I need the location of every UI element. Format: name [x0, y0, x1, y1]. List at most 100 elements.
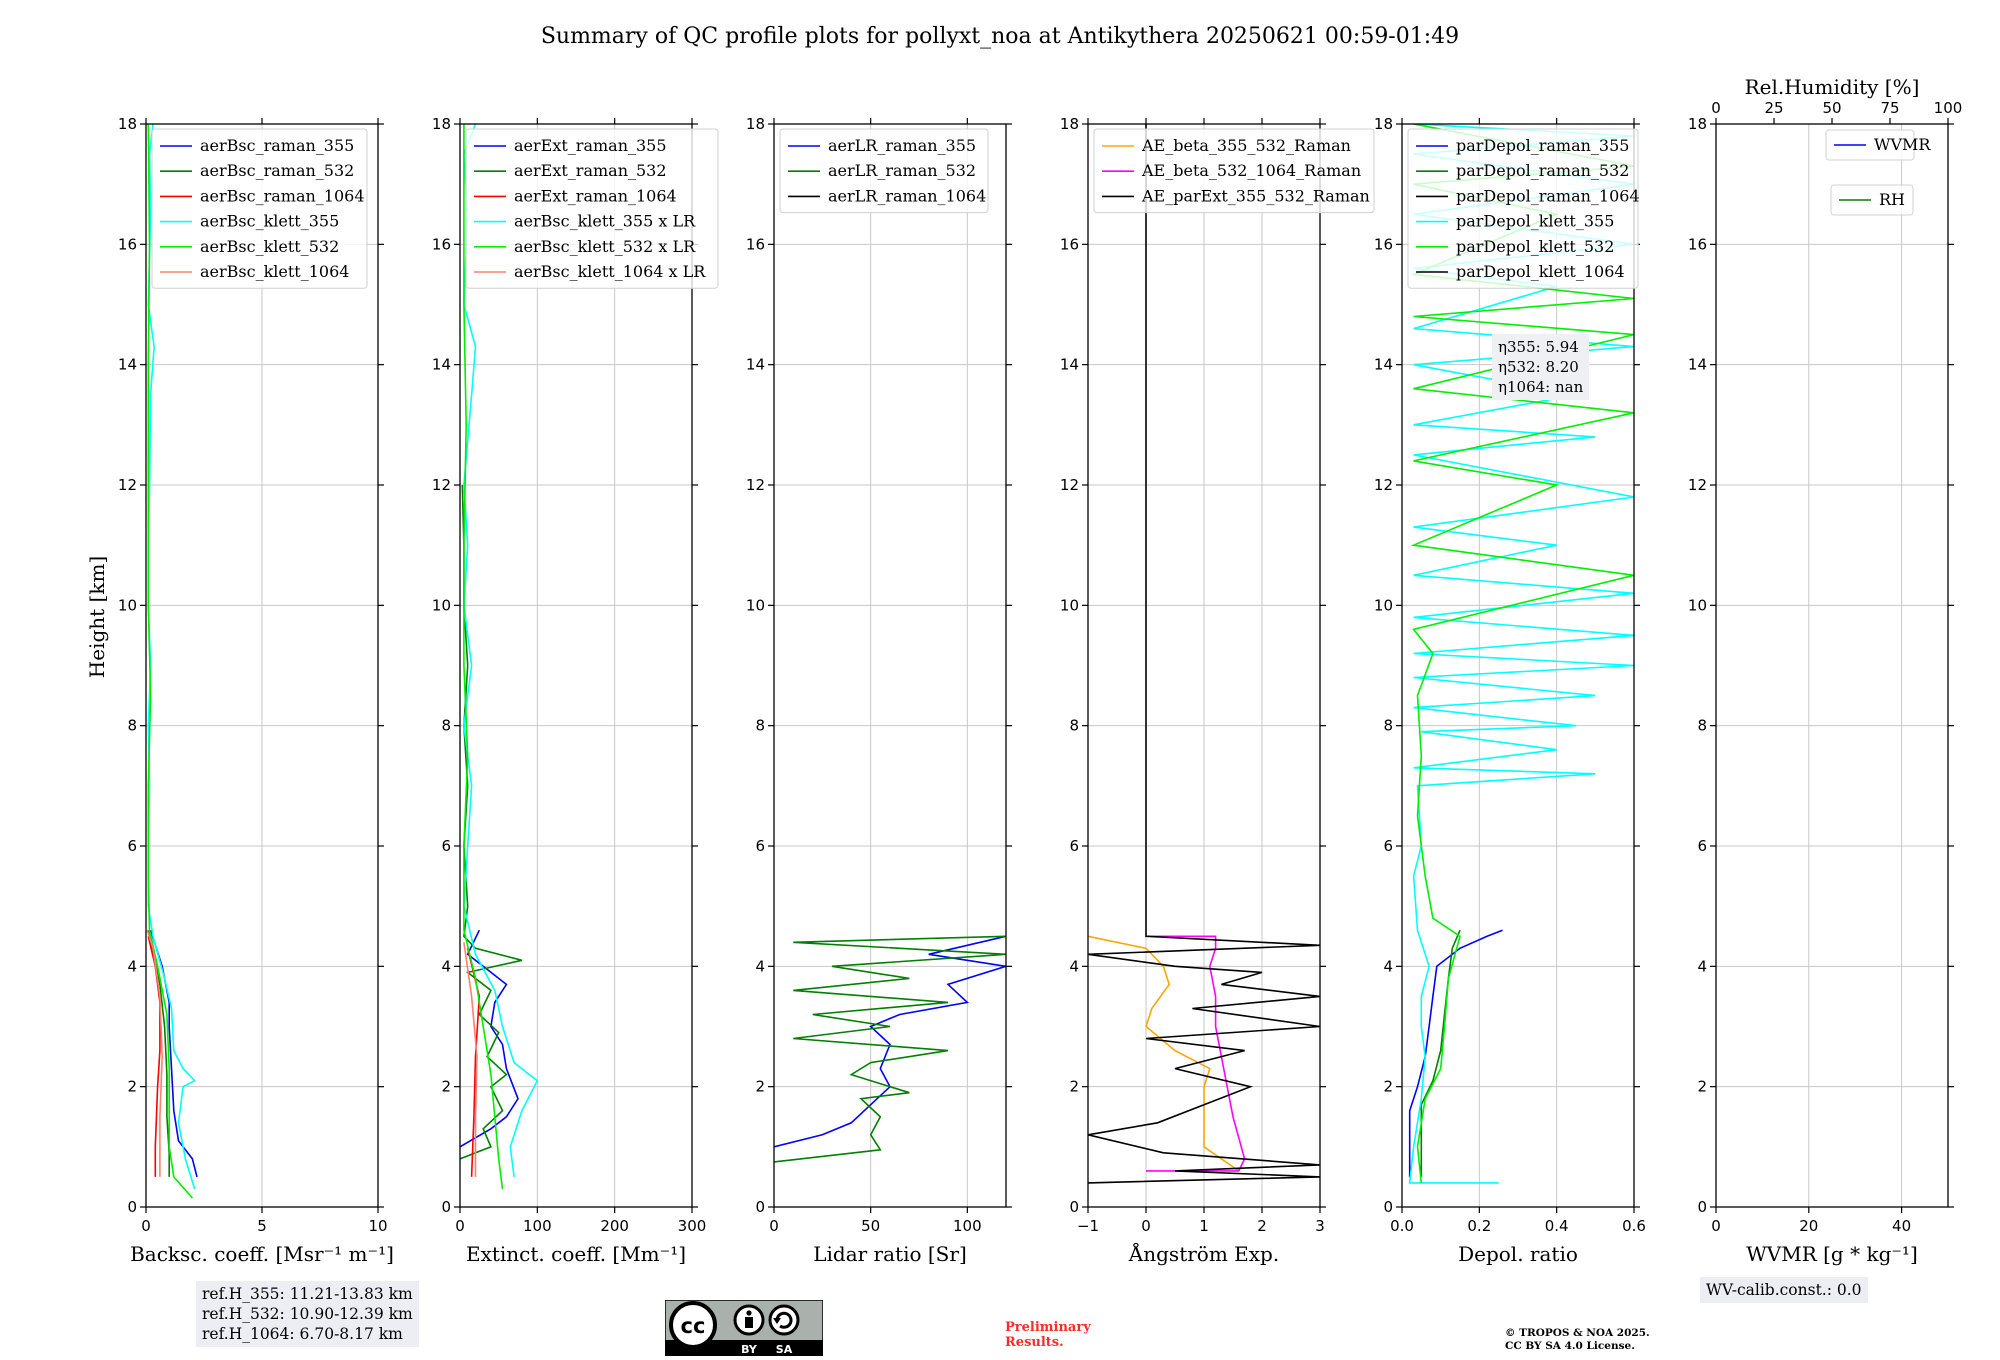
panel-5: 0 2 4 6 8 10 12 14 16 18 0.0 0.2 0.4 0.6 Depol. ratio p…: [1374, 115, 1646, 1266]
y-tick-label: 6: [441, 837, 451, 855]
panel-2: 0 2 4 6 8 10 12 14 16 18 0 100 200 300 Extinct. coeff.…: [432, 115, 719, 1266]
y-tick-label: 2: [127, 1078, 137, 1096]
y-tick-label: 0: [1383, 1198, 1393, 1216]
legend-frame: [1830, 184, 1914, 216]
x2-tick-label: 50: [1822, 99, 1841, 117]
y-tick-label: 6: [1383, 837, 1393, 855]
y-tick-label: 6: [1697, 837, 1707, 855]
y-tick-label: 14: [118, 356, 137, 374]
preliminary-results-note: Preliminary Results.: [1005, 1320, 1091, 1350]
legend-label: aerBsc_klett_355: [200, 212, 339, 231]
y-tick-label: 4: [1383, 957, 1393, 975]
series-line-parDepol_raman_355: [1408, 929, 1503, 1177]
x-tick-label: 5: [257, 1217, 267, 1235]
legend: AE_beta_355_532_Raman AE_beta_532_1064_Ra…: [1093, 128, 1375, 214]
series-line-aerBsc_klett_532: [147, 124, 194, 1199]
x-tick-label: 20: [1799, 1217, 1818, 1235]
x2-tick-label: 100: [1934, 99, 1963, 117]
series-line-aerBsc_klett_1064: [146, 929, 164, 1177]
x-tick-label: 0: [141, 1217, 151, 1235]
legend-label: parDepol_klett_532: [1456, 237, 1614, 256]
x-tick-label: 1: [1199, 1217, 1209, 1235]
series-line-AE_beta_532_1064_Raman: [1146, 935, 1246, 1172]
y-tick-label: 18: [746, 115, 765, 133]
y-tick-label: 16: [746, 235, 765, 253]
y-tick-label: 16: [118, 235, 137, 253]
x-tick-label: 40: [1892, 1217, 1911, 1235]
x-tick-label: 3: [1315, 1217, 1325, 1235]
legend-label: aerLR_raman_355: [828, 136, 976, 155]
y-tick-label: 18: [118, 115, 137, 133]
legend-label: aerBsc_klett_1064 x LR: [514, 262, 706, 281]
x-axis-label: Lidar ratio [Sr]: [813, 1242, 967, 1266]
y-tick-label: 18: [432, 115, 451, 133]
y-tick-label: 8: [441, 717, 451, 735]
y-tick-label: 10: [1060, 596, 1079, 614]
series-line-AE_beta_355_532_Raman: [1088, 935, 1240, 1172]
y-tick-label: 4: [755, 957, 765, 975]
y-tick-label: 14: [1060, 356, 1079, 374]
x-tick-label: 10: [368, 1217, 387, 1235]
eta-532: η532: 8.20: [1498, 358, 1579, 376]
y-tick-label: 10: [1374, 596, 1393, 614]
legend-frame: [779, 128, 989, 214]
legend-frame: [1825, 129, 1915, 161]
x-tick-label: −1: [1077, 1217, 1099, 1235]
preliminary-line-1: Preliminary: [1005, 1320, 1091, 1335]
cc-by-sa-license-logo: cc BY SA: [665, 1300, 823, 1356]
series-line-AE_parExt_355_532_Raman: [1088, 124, 1320, 1184]
legend-label: parDepol_klett_355: [1456, 212, 1614, 231]
legend-frame: [465, 128, 719, 289]
legend-label: aerExt_raman_1064: [514, 186, 677, 205]
legend-label: AE_beta_532_1064_Raman: [1141, 161, 1361, 180]
legend-label: parDepol_raman_355: [1456, 136, 1629, 155]
y-tick-label: 18: [1374, 115, 1393, 133]
sa-icon: [768, 1304, 800, 1336]
y-tick-label: 12: [118, 476, 137, 494]
y-tick-label: 10: [746, 596, 765, 614]
x-tick-label: 0.4: [1545, 1217, 1569, 1235]
x-tick-label: 0: [769, 1217, 779, 1235]
y-tick-label: 14: [432, 356, 451, 374]
y-tick-label: 2: [755, 1078, 765, 1096]
series-line-aerBsc_klett_1064 x LR: [463, 942, 478, 1177]
y-tick-label: 6: [127, 837, 137, 855]
eta-box: η355: 5.94 η532: 8.20 η1064: nan: [1492, 334, 1590, 400]
y-tick-label: 14: [746, 356, 765, 374]
copyright-note: © TROPOS & NOA 2025. CC BY SA 4.0 Licens…: [1505, 1327, 1650, 1353]
y-tick-label: 2: [1069, 1078, 1079, 1096]
legend-label: RH: [1879, 190, 1905, 209]
legend-label: parDepol_raman_532: [1456, 161, 1629, 180]
legend-frame: [1093, 128, 1375, 214]
series-group: [460, 124, 539, 1190]
x-tick-label: 0: [455, 1217, 465, 1235]
legend-label: AE_parExt_355_532_Raman: [1141, 186, 1370, 205]
y-tick-label: 0: [127, 1198, 137, 1216]
y-tick-label: 12: [1374, 476, 1393, 494]
y-tick-label: 8: [1697, 717, 1707, 735]
x-tick-label: 200: [600, 1217, 629, 1235]
y-tick-label: 12: [432, 476, 451, 494]
y-tick-label: 0: [1069, 1198, 1079, 1216]
legend-label: parDepol_raman_1064: [1456, 186, 1640, 205]
legend: parDepol_raman_355 parDepol_raman_532 parD…: [1407, 128, 1640, 289]
y-tick-label: 18: [1688, 115, 1707, 133]
ref-heights-box: ref.H_355: 11.21-13.83 km ref.H_532: 10.…: [196, 1281, 419, 1347]
series-group: [146, 124, 198, 1199]
legend-box-rh: RH: [1830, 184, 1914, 216]
x2-tick-label: 0: [1711, 99, 1721, 117]
series-line-aerLR_raman_355: [774, 935, 1006, 1148]
x-axis-label: WVMR [g * kg⁻¹]: [1746, 1242, 1918, 1266]
legend-label: aerLR_raman_532: [828, 161, 976, 180]
legend-frame: [151, 128, 368, 289]
y-tick-label: 6: [755, 837, 765, 855]
x-axis-label: Ångström Exp.: [1128, 1241, 1279, 1266]
x-tick-label: 0: [1141, 1217, 1151, 1235]
x-tick-label: 0.2: [1467, 1217, 1491, 1235]
x-tick-label: 0.6: [1622, 1217, 1646, 1235]
axes-frame: [773, 123, 1007, 1208]
x-tick-label: 50: [861, 1217, 880, 1235]
x-axis-label: Depol. ratio: [1458, 1242, 1578, 1266]
legend: aerBsc_raman_355 aerBsc_raman_532 aerBsc_r…: [151, 128, 368, 289]
